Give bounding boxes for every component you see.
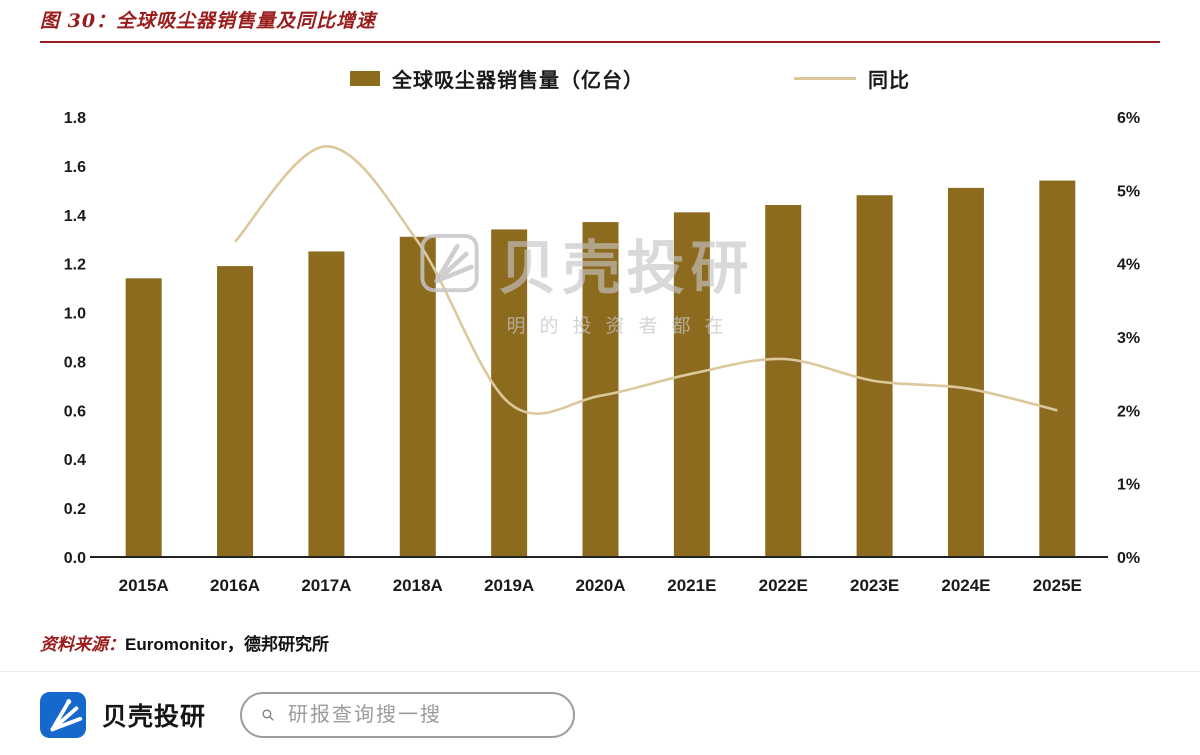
- title-underline: [40, 41, 1160, 43]
- left-axis-tick-label: 1.4: [64, 208, 86, 225]
- bar: [125, 278, 162, 557]
- x-axis-category-label: 2024E: [941, 576, 990, 595]
- yoy-line: [234, 145, 1058, 415]
- left-axis-tick-label: 1.2: [64, 257, 86, 274]
- bar-swatch: [350, 70, 380, 86]
- chart: 0.0 0.2 0.4 0.6 0.8 1.0 1.2 1.4 1.6 1.8 0% 1% 2% 3% 4%…: [64, 110, 1140, 595]
- brand-logo[interactable]: [40, 692, 86, 738]
- bar: [582, 222, 619, 557]
- x-axis-category-label: 2023E: [850, 576, 899, 595]
- right-axis-tick-label: 4%: [1117, 257, 1140, 274]
- left-axis-tick-label: 0.0: [64, 550, 86, 567]
- right-axis-tick-label: 0%: [1117, 550, 1140, 567]
- left-axis-tick-label: 1.6: [64, 159, 86, 176]
- right-axis-tick-label: 5%: [1117, 183, 1140, 200]
- bar: [1039, 180, 1076, 558]
- left-axis-tick-label: 0.4: [64, 452, 86, 469]
- legend-label-yoy: 同比: [868, 69, 910, 92]
- right-axis-tick-label: 2%: [1117, 403, 1140, 420]
- legend-item-sales: 全球吸尘器销售量（亿台）: [350, 64, 644, 93]
- page-divider: [0, 671, 1200, 672]
- figure-title: 图 30：全球吸尘器销售量及同比增速: [40, 10, 377, 32]
- bar: [947, 187, 984, 557]
- chart-legend: 全球吸尘器销售量（亿台） 同比: [100, 61, 1160, 95]
- bar: [217, 266, 254, 557]
- x-axis-category-label: 2019A: [484, 576, 534, 595]
- x-axis-category-label: 2016A: [210, 576, 260, 595]
- bar: [491, 229, 528, 557]
- x-axis-category-label: 2021E: [667, 576, 716, 595]
- app-footer-bar: 贝壳投研: [0, 672, 1200, 738]
- left-axis-tick-label: 1.0: [64, 306, 86, 323]
- source-value: Euromonitor，德邦研究所: [125, 635, 329, 654]
- line-swatch: [794, 76, 856, 80]
- right-axis-tick-label: 3%: [1117, 330, 1140, 347]
- bar: [765, 205, 802, 557]
- legend-label-sales: 全球吸尘器销售量（亿台）: [392, 69, 644, 92]
- left-axis-tick-label: 0.8: [64, 354, 86, 371]
- x-axis-category-label: 2022E: [759, 576, 808, 595]
- x-axis-category-label: 2017A: [301, 576, 351, 595]
- bar: [856, 195, 893, 557]
- search-input[interactable]: [288, 703, 554, 727]
- search-box[interactable]: [240, 692, 576, 738]
- chart-area: 全球吸尘器销售量（亿台） 同比 0.0 0.2 0.4 0.6 0.8 1.0 1.2 1.4…: [40, 61, 1160, 610]
- x-axis-category-label: 2018A: [393, 576, 443, 595]
- left-axis-tick-label: 0.6: [64, 403, 86, 420]
- x-axis-category-label: 2015A: [119, 576, 169, 595]
- report-figure: 图 30：全球吸尘器销售量及同比增速 全球吸尘器销售量（亿台） 同比 0.0 0.…: [40, 10, 1160, 655]
- x-axis-category-label: 2020A: [575, 576, 625, 595]
- source-line: 资料来源：Euromonitor，德邦研究所: [40, 630, 1160, 655]
- brand-name: 贝壳投研: [102, 703, 207, 731]
- bar: [673, 212, 710, 557]
- legend-item-yoy: 同比: [794, 64, 910, 93]
- source-label: 资料来源：: [40, 635, 125, 655]
- bar: [308, 251, 345, 557]
- left-axis-tick-label: 1.8: [64, 110, 86, 127]
- right-axis-tick-label: 6%: [1117, 110, 1140, 127]
- right-axis-tick-label: 1%: [1117, 477, 1140, 494]
- bar: [399, 236, 436, 557]
- left-axis-tick-label: 0.2: [64, 501, 86, 518]
- search-icon: [262, 709, 274, 721]
- x-axis-category-label: 2025E: [1033, 576, 1082, 595]
